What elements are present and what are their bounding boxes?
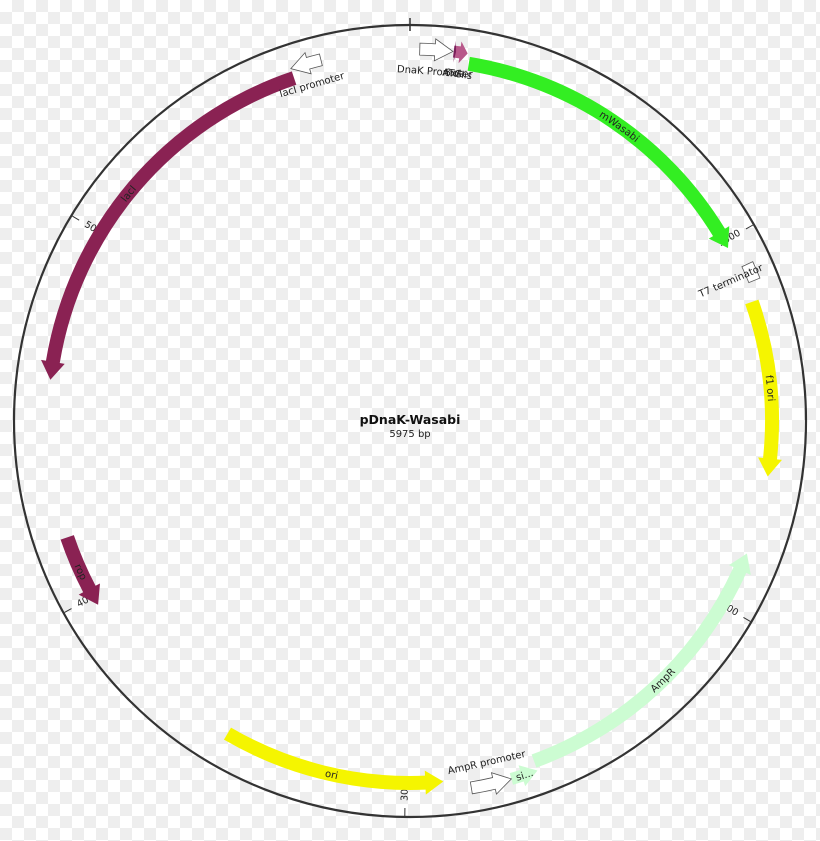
feature-label-text: ori xyxy=(324,769,339,783)
feature-label-6xhis: 6xHis xyxy=(444,67,473,82)
feature-mwasabi xyxy=(467,56,730,249)
tick-mark xyxy=(72,215,80,221)
feature-label-signal-peptide: si... xyxy=(515,768,535,784)
feature-label-text: mWasabi xyxy=(597,109,641,145)
label-path xyxy=(468,67,725,249)
feature-6xhis xyxy=(454,41,468,64)
feature-dnak-promoter xyxy=(419,38,454,62)
tick-mark xyxy=(64,608,72,613)
feature-label-t7-terminator: T7 terminator xyxy=(696,262,765,300)
feature-f1-ori xyxy=(745,299,782,477)
feature-laci xyxy=(41,71,297,380)
feature-ampr-promoter xyxy=(469,772,513,795)
feature-label-text: f1 ori xyxy=(763,375,776,402)
tick-mark xyxy=(745,224,754,230)
feature-label-ori: ori xyxy=(324,769,339,783)
feature-ampr xyxy=(531,553,751,768)
feature-label-atg: ATG xyxy=(442,67,463,80)
feature-atg xyxy=(453,40,457,63)
feature-label-dnak-promoter: DnaK Promoter xyxy=(397,64,474,80)
tick-mark xyxy=(743,616,751,622)
label-path xyxy=(535,555,750,765)
plasmid-size: 5975 bp xyxy=(389,429,430,440)
feature-rop xyxy=(60,535,100,605)
feature-ori xyxy=(223,727,444,795)
feature-t7-terminator xyxy=(741,261,761,284)
feature-signal-peptide xyxy=(509,765,538,787)
feature-label-mwasabi: mWasabi xyxy=(597,109,641,145)
feature-label-f1-ori: f1 ori xyxy=(763,375,776,402)
feature-label-text: si... xyxy=(515,768,535,784)
ticks-layer: 10002000300040005000 xyxy=(64,215,754,816)
feature-laci-promoter xyxy=(290,51,323,75)
plasmid-name: pDnaK-Wasabi xyxy=(360,412,461,427)
